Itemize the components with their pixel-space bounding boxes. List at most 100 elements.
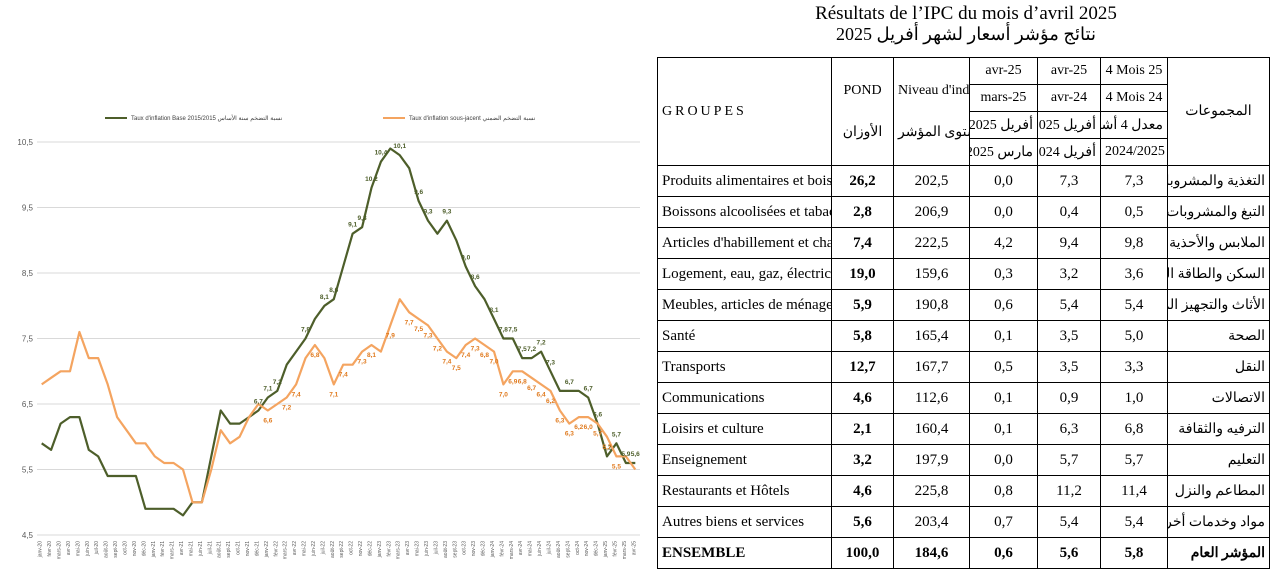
x-tick-label: juin-20 bbox=[85, 541, 91, 557]
data-label: 6,6 bbox=[593, 412, 602, 419]
x-tick-label: nov-24 bbox=[584, 541, 590, 557]
cell-var-4months: 0,5 bbox=[1100, 196, 1168, 228]
header-niveau: Niveau d'indice مستوى المؤشر bbox=[893, 57, 970, 166]
cell-niveau: 160,4 bbox=[893, 413, 970, 445]
cell-niveau: 202,5 bbox=[893, 165, 970, 197]
cell-var-month: 0,7 bbox=[969, 506, 1038, 538]
table-row: Santé 5,8 165,4 0,1 3,5 5,0 الصحة bbox=[657, 320, 1270, 352]
cell-niveau: 184,6 bbox=[893, 537, 970, 569]
x-tick-label: avr-23 bbox=[405, 541, 411, 555]
data-label: 5,7 bbox=[612, 431, 621, 438]
data-label: 6,0 bbox=[584, 424, 593, 431]
x-tick-label: août-24 bbox=[556, 541, 562, 558]
data-label: 6,8 bbox=[310, 352, 319, 359]
cell-var-4months: 5,8 bbox=[1100, 537, 1168, 569]
table-row: Loisirs et culture 2,1 160,4 0,1 6,3 6,8… bbox=[657, 413, 1270, 445]
cell-pond: 19,0 bbox=[831, 258, 894, 290]
inflation-line-chart: 4,5 5,5 6,5 7,5 8,5 9,5 10,5 janv-20 févr-20 mars… bbox=[17, 113, 640, 560]
table-row: Logement, eau, gaz, électricité 19,0 159… bbox=[657, 258, 1270, 290]
y-tick-label: 9,5 bbox=[22, 204, 34, 213]
x-tick-label: sept-24 bbox=[565, 541, 571, 558]
cell-var-month: 4,2 bbox=[969, 227, 1038, 259]
y-tick-label: 4,5 bbox=[22, 531, 34, 540]
header-c2-top: avr-25 bbox=[1037, 57, 1101, 85]
cell-group-fr: ENSEMBLE bbox=[657, 537, 832, 569]
data-label: 8,6 bbox=[329, 287, 338, 294]
x-tick-label: juin-21 bbox=[198, 541, 204, 557]
cell-group-ar: الصحة bbox=[1167, 320, 1270, 352]
data-label: 7,8 bbox=[301, 327, 310, 334]
data-label: 6,3 bbox=[565, 431, 574, 438]
x-tick-label: déc-22 bbox=[367, 541, 373, 557]
cell-var-4months: 5,4 bbox=[1100, 289, 1168, 321]
x-tick-label: juin-23 bbox=[424, 541, 430, 557]
cell-group-ar: الترفيه والثقافة bbox=[1167, 413, 1270, 445]
header-c3-top: 4 Mois 25 bbox=[1100, 57, 1168, 85]
cell-var-month: 0,0 bbox=[969, 196, 1038, 228]
header-niveau-label-ar: مستوى المؤشر bbox=[898, 124, 969, 140]
header-c3-mid: 4 Mois 24 bbox=[1100, 84, 1168, 112]
x-tick-label: mai-22 bbox=[302, 541, 308, 557]
header-pond-label-ar: الأوزان bbox=[842, 124, 883, 140]
x-tick-label: août-20 bbox=[104, 541, 110, 558]
series-line bbox=[41, 147, 636, 517]
data-label: 8,1 bbox=[489, 307, 498, 314]
table-row-total: ENSEMBLE 100,0 184,6 0,6 5,6 5,8 المؤشر … bbox=[657, 537, 1270, 569]
cell-niveau: 203,4 bbox=[893, 506, 970, 538]
data-label: 5,5 bbox=[612, 463, 621, 470]
cell-group-ar: الاتصالات bbox=[1167, 382, 1270, 414]
table-row: Boissons alcoolisées et tabac 2,8 206,9 … bbox=[657, 196, 1270, 228]
x-tick-label: déc-24 bbox=[594, 541, 600, 557]
data-label: 7,3 bbox=[546, 359, 555, 366]
header-groupes: GROUPES bbox=[657, 57, 832, 166]
data-label: 6,7 bbox=[584, 385, 593, 392]
x-tick-label: mars-22 bbox=[283, 541, 289, 560]
cell-group-fr: Boissons alcoolisées et tabac bbox=[657, 196, 832, 228]
x-tick-label: mars-23 bbox=[396, 541, 402, 560]
x-tick-label: oct-23 bbox=[462, 541, 468, 555]
cell-var-year: 3,5 bbox=[1037, 351, 1101, 383]
cell-group-ar: السكن والطاقة المنزلية bbox=[1167, 258, 1270, 290]
x-tick-label: janv-24 bbox=[490, 541, 496, 559]
data-label: 6,4 bbox=[537, 391, 546, 398]
cell-var-4months: 6,8 bbox=[1100, 413, 1168, 445]
x-tick-label: févr-20 bbox=[47, 541, 53, 557]
header-c3-ar2: 2024/2025 bbox=[1100, 138, 1168, 166]
header-c2-ar1: أفريل 2025 bbox=[1037, 111, 1101, 139]
header-niveau-label: Niveau d'indice bbox=[898, 82, 970, 98]
x-tick-label: mars-24 bbox=[509, 541, 515, 560]
data-label: 5,7 bbox=[593, 431, 602, 438]
y-tick-label: 5,5 bbox=[22, 466, 34, 475]
cell-var-year: 5,7 bbox=[1037, 444, 1101, 476]
table-body: Produits alimentaires et boissons 26,2 2… bbox=[657, 165, 1270, 569]
data-label: 7,3 bbox=[358, 359, 367, 366]
header-pond: POND الأوزان bbox=[831, 57, 894, 166]
data-label: 7,5 bbox=[508, 327, 517, 334]
cell-var-4months: 1,0 bbox=[1100, 382, 1168, 414]
cell-niveau: 225,8 bbox=[893, 475, 970, 507]
x-tick-label: déc-21 bbox=[254, 541, 260, 557]
cell-var-4months: 9,8 bbox=[1100, 227, 1168, 259]
cell-var-year: 3,5 bbox=[1037, 320, 1101, 352]
title-french: Résultats de l’IPC du mois d’avril 2025 bbox=[815, 3, 1117, 24]
cell-niveau: 167,7 bbox=[893, 351, 970, 383]
data-label: 7,5 bbox=[518, 346, 527, 353]
cell-var-month: 0,1 bbox=[969, 320, 1038, 352]
data-label: 9,8 bbox=[358, 215, 367, 222]
data-label: 6,7 bbox=[527, 385, 536, 392]
cell-group-ar: المؤشر العام bbox=[1167, 537, 1270, 569]
data-label: 7,3 bbox=[423, 332, 432, 339]
x-tick-label: mai-23 bbox=[415, 541, 421, 557]
x-tick-label: oct-22 bbox=[349, 541, 355, 555]
x-tick-label: avr-24 bbox=[518, 541, 524, 555]
cell-var-month: 0,1 bbox=[969, 382, 1038, 414]
data-label: 7,5 bbox=[414, 326, 423, 333]
cell-var-4months: 3,6 bbox=[1100, 258, 1168, 290]
cell-pond: 12,7 bbox=[831, 351, 894, 383]
x-tick-label: févr-21 bbox=[160, 541, 166, 557]
cell-var-year: 5,6 bbox=[1037, 537, 1101, 569]
data-label: 6,8 bbox=[518, 378, 527, 385]
title-arabic: نتائج مؤشر أسعار لشهر أفريل 2025 bbox=[836, 24, 1096, 44]
cell-group-fr: Enseignement bbox=[657, 444, 832, 476]
x-tick-label: janv-23 bbox=[377, 541, 383, 559]
